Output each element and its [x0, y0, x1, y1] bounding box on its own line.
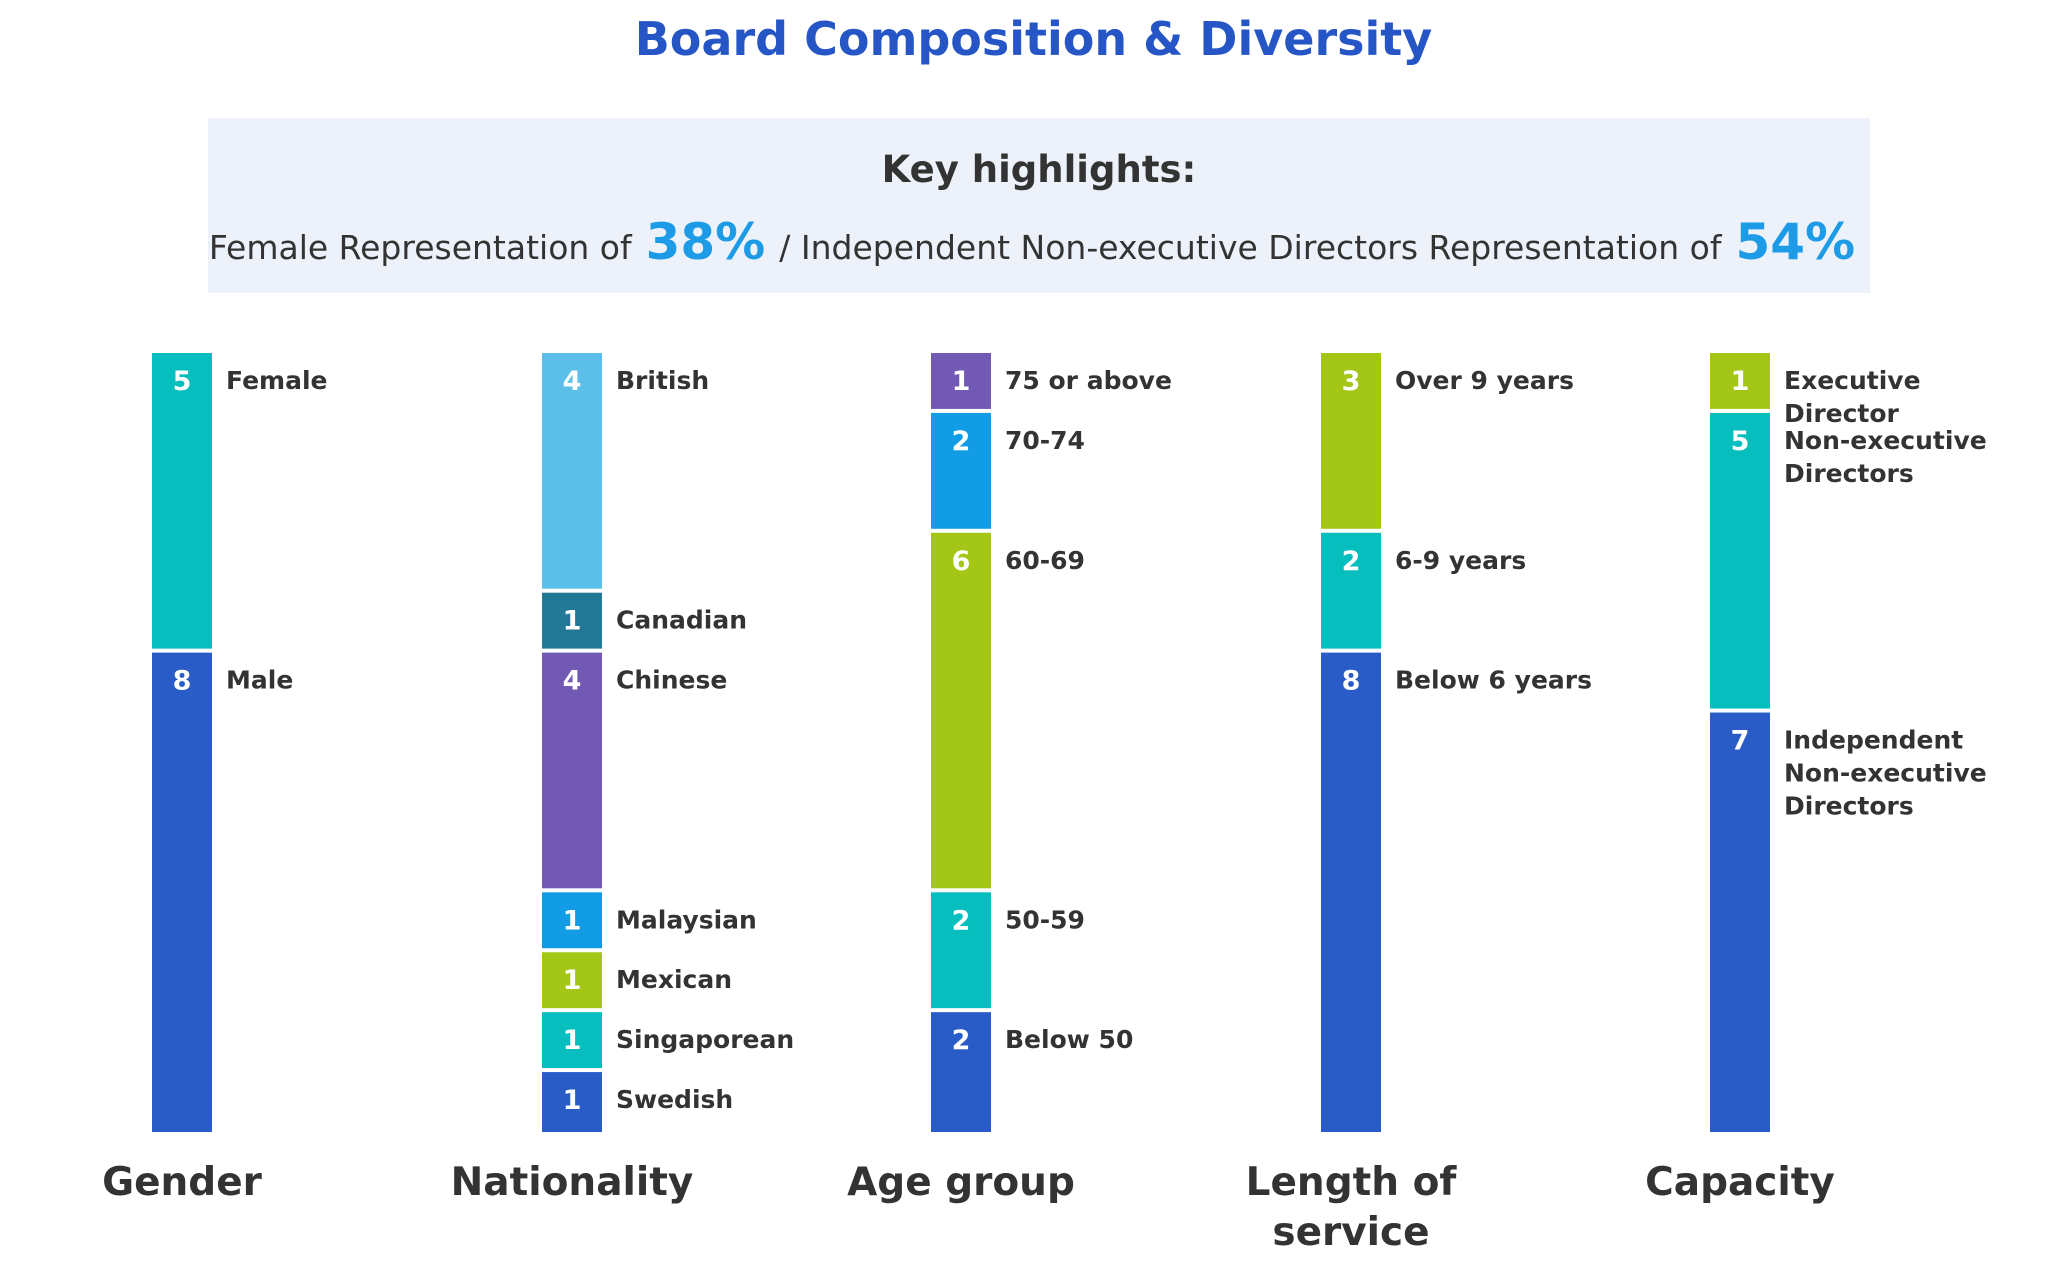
female-representation-value: 38% — [645, 213, 766, 271]
bar-segment — [542, 952, 602, 1009]
segment-value-label: 4 — [563, 666, 582, 697]
key-highlights-heading: Key highlights: — [881, 148, 1197, 191]
segment-category-label: Below 50 — [1005, 1025, 1133, 1054]
segment-category-label: Swedish — [616, 1085, 733, 1114]
page-title: Board Composition & Diversity — [634, 12, 1433, 66]
segment-category-label: 60-69 — [1005, 546, 1085, 575]
segment-category-label: Male — [226, 666, 293, 695]
key-highlights-panel: Key highlights: Female Representation of… — [208, 118, 1870, 293]
segment-category-label: Below 6 years — [1395, 666, 1592, 695]
segment-value-label: 7 — [1731, 726, 1750, 757]
segment-category-label: Singaporean — [616, 1025, 794, 1054]
bar-segment — [931, 892, 991, 1009]
bar-segment — [542, 592, 602, 649]
segment-value-label: 5 — [1731, 426, 1750, 457]
segment-value-label: 5 — [173, 366, 192, 397]
bar-segment — [152, 652, 212, 1132]
bar-segment — [152, 353, 212, 649]
segment-category-label: Over 9 years — [1395, 366, 1574, 395]
category-title: Capacity — [1645, 1160, 1835, 1205]
segment-category-label: Executive Director — [1784, 366, 1921, 428]
segment-category-label: Canadian — [616, 606, 747, 635]
segment-category-label: Mexican — [616, 965, 732, 994]
segment-value-label: 2 — [952, 905, 971, 936]
segment-category-label: Malaysian — [616, 905, 757, 934]
segment-category-label: Non-executive Directors — [1784, 426, 1987, 488]
segment-value-label: 1 — [952, 366, 971, 397]
bar-segment — [1710, 412, 1770, 709]
bar-segment — [1321, 652, 1381, 1132]
segment-value-label: 8 — [173, 666, 192, 697]
segment-value-label: 1 — [563, 965, 582, 996]
bar-segment — [1321, 353, 1381, 529]
segment-category-label: 70-74 — [1005, 426, 1085, 455]
bar-segment — [931, 1012, 991, 1132]
segment-value-label: 1 — [563, 1085, 582, 1116]
category-title: Age group — [847, 1160, 1075, 1205]
segment-category-label: Independent Non-executive Directors — [1784, 726, 1987, 821]
category-title: Length of service — [1245, 1160, 1457, 1255]
segment-value-label: 6 — [952, 546, 971, 577]
key-highlights-line: Female Representation of 38% / Independent… — [208, 213, 1870, 271]
category-title: Gender — [102, 1160, 262, 1205]
category-title: Nationality — [450, 1160, 694, 1205]
segment-category-label: 6-9 years — [1395, 546, 1526, 575]
segment-value-label: 2 — [952, 426, 971, 457]
segment-category-label: 75 or above — [1005, 366, 1172, 395]
female-representation-label: Female Representation of — [208, 228, 632, 267]
segment-value-label: 1 — [1731, 366, 1750, 397]
bar-segment — [542, 1072, 602, 1132]
ined-representation-value: 54% — [1735, 213, 1856, 271]
segment-value-label: 1 — [563, 905, 582, 936]
bar-segment — [931, 532, 991, 889]
segment-value-label: 8 — [1342, 666, 1361, 697]
bar-segment — [1710, 353, 1770, 409]
segment-category-label: British — [616, 366, 709, 395]
bar-segment — [542, 353, 602, 589]
segment-value-label: 1 — [563, 1025, 582, 1056]
bar-segment — [542, 652, 602, 889]
bar-segment — [542, 1012, 602, 1069]
ined-representation-label: / Independent Non-executive Directors Re… — [779, 228, 1722, 267]
segment-value-label: 2 — [1342, 546, 1361, 577]
segment-value-label: 3 — [1342, 366, 1361, 397]
segment-value-label: 2 — [952, 1025, 971, 1056]
bar-segment — [1710, 712, 1770, 1132]
bar-segment — [1321, 532, 1381, 649]
segment-category-label: Chinese — [616, 666, 727, 695]
segment-value-label: 4 — [563, 366, 582, 397]
bar-segment — [931, 412, 991, 529]
bar-segment — [931, 353, 991, 409]
bar-segment — [542, 892, 602, 949]
segment-value-label: 1 — [563, 606, 582, 637]
segment-category-label: 50-59 — [1005, 905, 1085, 934]
segment-category-label: Female — [226, 366, 327, 395]
